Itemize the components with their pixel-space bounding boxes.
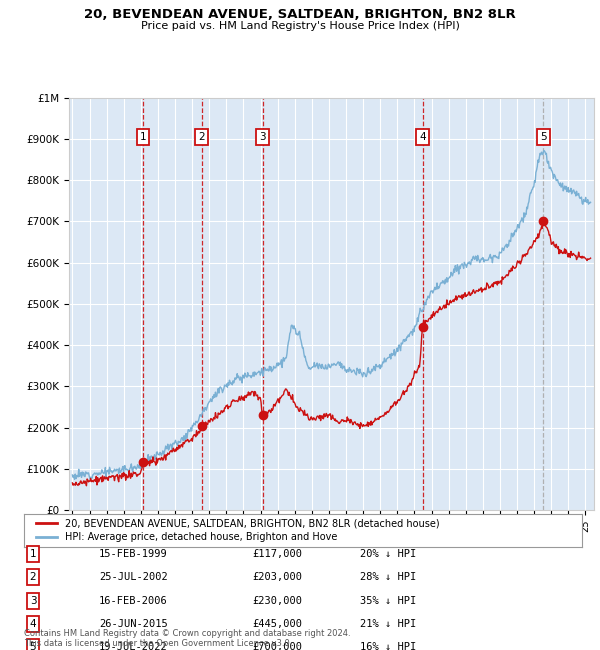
Text: 26-JUN-2015: 26-JUN-2015	[99, 619, 168, 629]
Text: £700,000: £700,000	[252, 642, 302, 650]
Text: 21% ↓ HPI: 21% ↓ HPI	[360, 619, 416, 629]
Text: £117,000: £117,000	[252, 549, 302, 559]
Text: £203,000: £203,000	[252, 572, 302, 582]
Text: 1: 1	[140, 132, 146, 142]
Text: 28% ↓ HPI: 28% ↓ HPI	[360, 572, 416, 582]
Text: 25-JUL-2002: 25-JUL-2002	[99, 572, 168, 582]
Text: 1: 1	[29, 549, 37, 559]
Text: £230,000: £230,000	[252, 595, 302, 606]
Text: 5: 5	[29, 642, 37, 650]
Text: 19-JUL-2022: 19-JUL-2022	[99, 642, 168, 650]
Text: 20, BEVENDEAN AVENUE, SALTDEAN, BRIGHTON, BN2 8LR: 20, BEVENDEAN AVENUE, SALTDEAN, BRIGHTON…	[84, 8, 516, 21]
Text: Price paid vs. HM Land Registry's House Price Index (HPI): Price paid vs. HM Land Registry's House …	[140, 21, 460, 31]
Text: 16% ↓ HPI: 16% ↓ HPI	[360, 642, 416, 650]
Text: 4: 4	[29, 619, 37, 629]
Text: 5: 5	[540, 132, 547, 142]
Text: 3: 3	[29, 595, 37, 606]
Legend: 20, BEVENDEAN AVENUE, SALTDEAN, BRIGHTON, BN2 8LR (detached house), HPI: Average: 20, BEVENDEAN AVENUE, SALTDEAN, BRIGHTON…	[32, 515, 443, 546]
Text: 16-FEB-2006: 16-FEB-2006	[99, 595, 168, 606]
Text: 4: 4	[419, 132, 426, 142]
Text: 3: 3	[259, 132, 266, 142]
Text: 2: 2	[29, 572, 37, 582]
Text: 35% ↓ HPI: 35% ↓ HPI	[360, 595, 416, 606]
Text: 15-FEB-1999: 15-FEB-1999	[99, 549, 168, 559]
Text: 2: 2	[199, 132, 205, 142]
Text: £445,000: £445,000	[252, 619, 302, 629]
Text: 20% ↓ HPI: 20% ↓ HPI	[360, 549, 416, 559]
Text: Contains HM Land Registry data © Crown copyright and database right 2024.
This d: Contains HM Land Registry data © Crown c…	[24, 629, 350, 648]
